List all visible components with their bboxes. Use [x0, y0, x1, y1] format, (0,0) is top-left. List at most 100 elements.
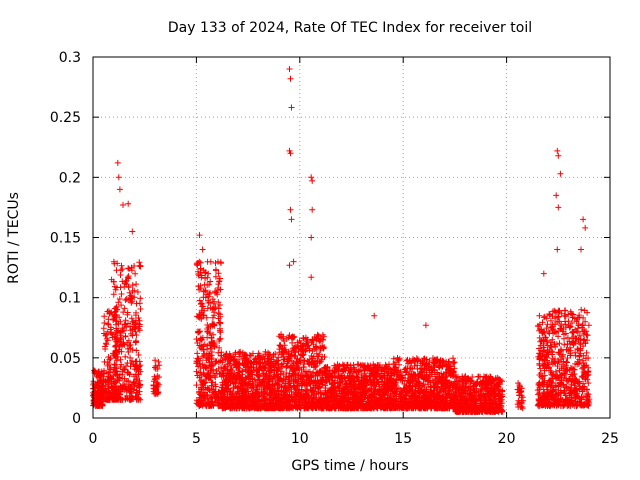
- data-point: [127, 345, 134, 352]
- data-point: [193, 382, 200, 389]
- data-point: [123, 296, 130, 302]
- data-point: [106, 356, 113, 363]
- data-point: [100, 376, 107, 383]
- data-point: [129, 332, 136, 339]
- chart-grid: [93, 57, 610, 418]
- data-point: [122, 317, 129, 324]
- data-point: [137, 306, 144, 312]
- data-point: [112, 362, 119, 368]
- data-point: [116, 377, 123, 384]
- data-point: [207, 278, 214, 285]
- data-point: [117, 332, 124, 339]
- data-point: [125, 385, 132, 391]
- data-point: [120, 309, 127, 316]
- data-point: [127, 354, 134, 361]
- data-point: [137, 262, 144, 269]
- data-point: [113, 325, 120, 332]
- data-point: [105, 354, 112, 360]
- data-point: [103, 335, 110, 342]
- data-point: [131, 373, 137, 380]
- data-point: [118, 291, 125, 297]
- data-point: [123, 281, 130, 288]
- data-point: [132, 339, 139, 346]
- data-point: [105, 320, 111, 327]
- data-point: [122, 353, 129, 360]
- data-point: [122, 386, 129, 393]
- data-point: [112, 286, 119, 293]
- data-point: [112, 379, 119, 386]
- data-point: [104, 337, 111, 344]
- data-point: [103, 341, 110, 348]
- data-point: [136, 366, 142, 373]
- data-point: [134, 289, 141, 295]
- data-point: [117, 284, 124, 291]
- data-point: [117, 267, 124, 274]
- data-point: [114, 260, 121, 267]
- data-point: [116, 314, 123, 321]
- data-point: [215, 349, 222, 356]
- data-point: [131, 294, 138, 301]
- data-point: [116, 348, 123, 355]
- data-point: [118, 336, 125, 343]
- data-point: [125, 337, 132, 344]
- data-point: [112, 351, 119, 358]
- data-point: [132, 319, 139, 326]
- data-point: [102, 391, 109, 397]
- data-point: [216, 344, 223, 351]
- data-point: [106, 379, 112, 386]
- data-point: [105, 369, 112, 375]
- data-point: [126, 396, 133, 403]
- data-point: [113, 357, 120, 364]
- data-point: [216, 275, 223, 282]
- data-point: [116, 296, 123, 302]
- data-point: [209, 296, 216, 303]
- data-point: [111, 361, 118, 368]
- data-point: [103, 396, 110, 403]
- data-point: [133, 387, 140, 394]
- data-point: [151, 385, 158, 392]
- data-point: [130, 379, 137, 386]
- data-point: [110, 291, 117, 298]
- data-point: [103, 388, 110, 395]
- data-point: [123, 378, 130, 385]
- data-point: [110, 258, 117, 265]
- data-point: [118, 384, 125, 391]
- data-point: [154, 380, 161, 387]
- data-point: [95, 383, 102, 390]
- data-point: [132, 270, 139, 277]
- data-points: [90, 66, 593, 415]
- data-point: [101, 320, 108, 326]
- data-point: [119, 385, 126, 392]
- data-point: [133, 347, 140, 354]
- data-point: [121, 327, 128, 334]
- data-point: [129, 326, 136, 333]
- data-point: [156, 362, 163, 369]
- data-point: [130, 361, 137, 368]
- chart-title: Day 133 of 2024, Rate Of TEC Index for r…: [168, 20, 532, 36]
- data-point: [136, 384, 143, 391]
- data-point: [123, 363, 130, 369]
- data-point: [136, 300, 143, 307]
- data-point: [124, 369, 131, 376]
- data-point: [110, 386, 117, 393]
- data-point: [128, 295, 135, 302]
- data-point: [103, 331, 110, 338]
- data-point: [118, 262, 125, 269]
- data-point: [94, 400, 101, 407]
- data-point: [121, 305, 128, 312]
- data-point: [135, 352, 142, 358]
- data-point: [151, 373, 158, 380]
- data-point: [215, 270, 222, 277]
- data-point: [136, 259, 143, 266]
- data-point: [155, 358, 162, 365]
- data-point: [95, 380, 102, 387]
- data-point: [217, 328, 224, 335]
- data-point: [137, 381, 144, 388]
- data-point: [122, 333, 129, 340]
- data-point: [130, 386, 137, 393]
- data-point: [100, 387, 107, 394]
- data-point: [111, 315, 118, 322]
- data-point: [133, 281, 140, 288]
- data-point: [127, 323, 133, 330]
